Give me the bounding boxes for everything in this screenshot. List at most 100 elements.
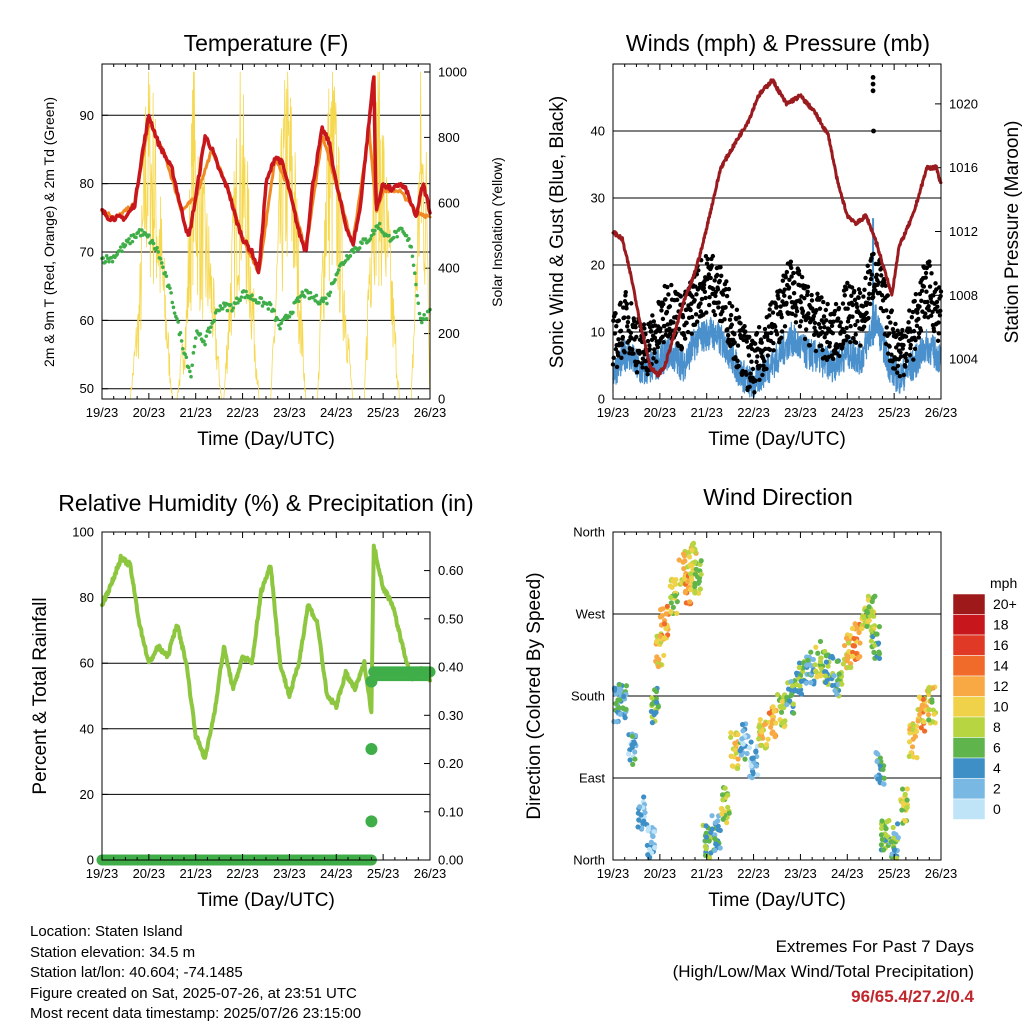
direction-point: [917, 706, 924, 712]
gust-point: [701, 282, 707, 288]
direction-point: [798, 678, 804, 684]
direction-point: [757, 723, 763, 729]
gust-point: [844, 325, 849, 331]
gust-point: [708, 275, 713, 281]
y-axis-title: Direction (Colored By Speed): [524, 572, 545, 819]
legend-label: 8: [993, 719, 1001, 735]
gust-point: [809, 292, 814, 298]
gust-point: [914, 323, 920, 329]
direction-point: [661, 652, 667, 659]
dewpoint-point: [175, 316, 179, 321]
dewpoint-point: [414, 282, 418, 287]
panel-title: Wind Direction: [703, 484, 853, 510]
gust-point: [702, 289, 708, 294]
gust-point: [666, 292, 671, 297]
gust-point: [750, 366, 756, 372]
direction-point: [697, 586, 703, 592]
dewpoint-point: [395, 234, 400, 239]
y-axis-title: 2m & 9m T (Red, Orange) & 2m Td (Green): [41, 97, 57, 367]
direction-point: [907, 730, 913, 736]
legend-label: 14: [993, 658, 1009, 674]
gust-point: [705, 256, 710, 262]
gust-point: [806, 311, 811, 316]
gust-point: [774, 304, 779, 309]
direction-point: [845, 664, 851, 670]
y2-tick-label: 0.40: [438, 660, 463, 675]
gust-point: [791, 290, 797, 296]
gust-point: [634, 370, 640, 375]
gust-point: [685, 329, 691, 335]
dewpoint-point: [229, 303, 233, 307]
dewpoint-point: [407, 237, 411, 241]
legend-title: mph: [990, 575, 1017, 591]
direction-point: [636, 817, 642, 823]
gust-point: [755, 354, 760, 359]
direction-point: [706, 838, 712, 844]
direction-point: [859, 626, 865, 632]
dewpoint-point: [127, 237, 131, 241]
direction-point: [712, 832, 718, 838]
direction-point: [871, 594, 877, 600]
gust-point: [667, 326, 672, 331]
dewpoint-point: [387, 233, 391, 238]
gust-point: [663, 297, 668, 302]
x-tick-label: 22/23: [737, 405, 770, 420]
gust-point: [772, 324, 778, 329]
direction-point: [753, 763, 760, 769]
direction-point: [883, 832, 889, 838]
gust-point: [698, 309, 704, 314]
direction-point: [686, 554, 693, 560]
extremes-subheading: (High/Low/Max Wind/Total Precipitation): [672, 962, 974, 981]
gust-point: [867, 291, 872, 297]
legend-swatch: [952, 778, 986, 800]
gust-point: [701, 285, 706, 291]
dewpoint-point: [193, 336, 198, 340]
direction-point: [766, 710, 772, 716]
gust-point: [830, 356, 836, 362]
gust-point: [619, 342, 625, 348]
direction-point: [865, 593, 871, 599]
gust-point: [733, 355, 738, 360]
gust-point: [762, 358, 767, 364]
direction-point: [763, 741, 770, 748]
direction-point: [670, 578, 676, 584]
dewpoint-point: [176, 320, 180, 324]
gust-point: [649, 329, 654, 334]
gust-point: [722, 317, 727, 322]
gust-point: [723, 305, 728, 310]
dewpoint-point: [188, 369, 192, 374]
direction-point: [823, 679, 829, 686]
gust-point: [809, 298, 815, 303]
gust-point: [767, 313, 772, 318]
y-tick-label: North: [573, 853, 605, 868]
gust-point: [883, 283, 888, 288]
direction-point: [649, 701, 655, 707]
x-tick-label: 22/23: [226, 405, 259, 420]
gust-point: [853, 322, 858, 328]
direction-point: [653, 638, 660, 645]
gust-outlier-point: [870, 88, 876, 94]
gust-point: [887, 331, 892, 336]
gust-point: [830, 330, 835, 336]
direction-point: [864, 623, 870, 630]
direction-point: [884, 819, 890, 825]
gust-point: [710, 253, 716, 259]
gust-point: [768, 330, 774, 336]
gust-point: [622, 350, 627, 355]
gust-point: [779, 329, 785, 334]
gust-point: [757, 377, 762, 382]
elevation-text: Station elevation: 34.5 m: [30, 943, 196, 961]
gust-point: [661, 301, 666, 307]
temperature-panel: 50 60 70 80 90 0 200 400 600 800 1000 19/23 20/23 21/…: [41, 30, 505, 450]
dewpoint-point: [220, 306, 225, 311]
gust-point: [852, 288, 857, 294]
gust-point: [618, 300, 623, 306]
legend-swatch: [952, 757, 986, 779]
gust-point: [886, 314, 891, 320]
gust-point: [864, 310, 869, 315]
legend-label: 10: [993, 699, 1009, 715]
y-tick-label: 70: [80, 245, 94, 260]
gust-point: [651, 356, 656, 361]
panel-title: Temperature (F): [184, 30, 349, 56]
y-tick-label: North: [573, 525, 605, 540]
